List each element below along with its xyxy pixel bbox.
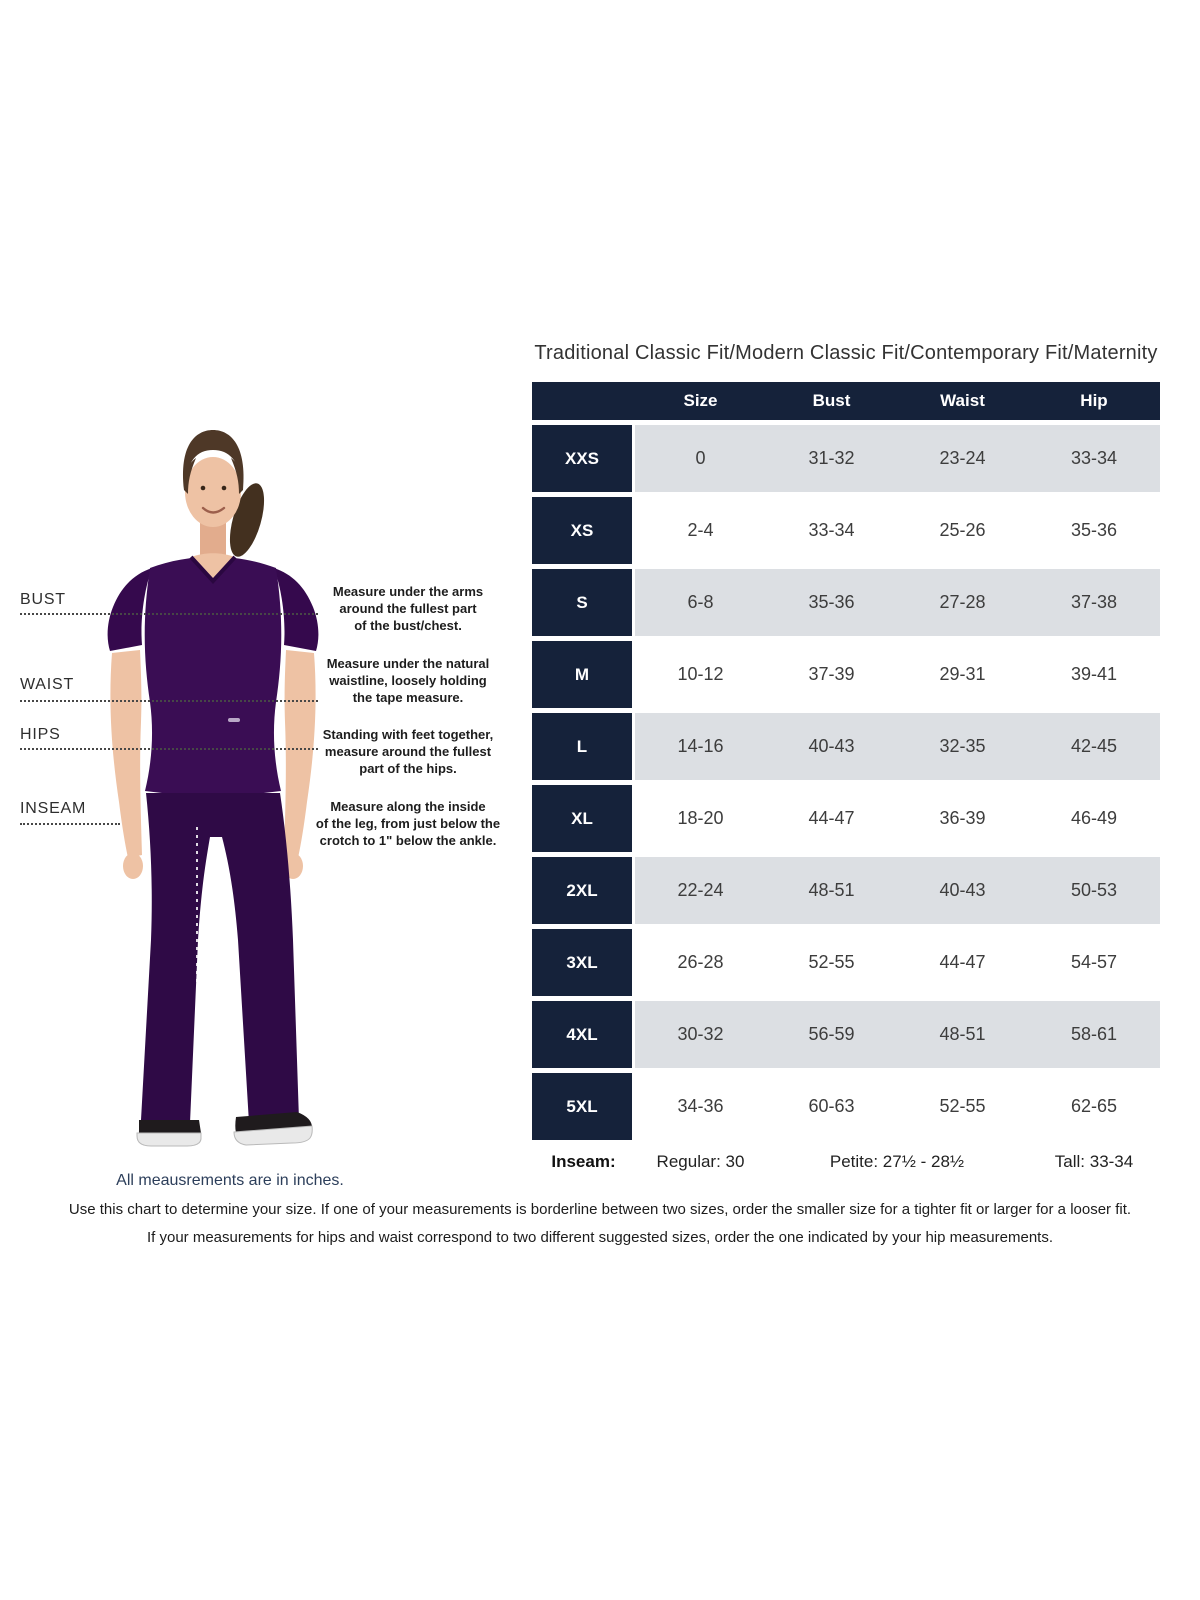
bust-cell: 48-51 (766, 857, 897, 924)
waist-label: WAIST (20, 676, 75, 693)
table-row: 4XL 30-32 56-59 48-51 58-61 (532, 1001, 1160, 1068)
waist-cell: 27-28 (897, 569, 1028, 636)
bust-cell: 52-55 (766, 929, 897, 996)
waist-cell: 29-31 (897, 641, 1028, 708)
model-illustration (107, 430, 319, 1147)
table-row: 2XL 22-24 48-51 40-43 50-53 (532, 857, 1160, 924)
size-label-cell: 2XL (532, 857, 632, 924)
inseam-label: Inseam: (551, 1152, 616, 1171)
figure-caption: All meausrements are in inches. (116, 1172, 344, 1189)
size-range-cell: 18-20 (635, 785, 766, 852)
header-size: Size (683, 391, 718, 410)
footer-note: Use this chart to determine your size. I… (25, 1196, 1175, 1252)
table-row: S 6-8 35-36 27-28 37-38 (532, 569, 1160, 636)
size-label-cell: L (532, 713, 632, 780)
table-row: XXS 0 31-32 23-24 33-34 (532, 425, 1160, 492)
waist-cell: 40-43 (897, 857, 1028, 924)
bust-cell: 33-34 (766, 497, 897, 564)
header-hip: Hip (1080, 391, 1108, 410)
inseam-petite: Petite: 27½ - 28½ (829, 1152, 965, 1171)
inseam-row: Inseam: Regular: 30 Petite: 27½ - 28½ Ta… (532, 1145, 1160, 1179)
bust-cell: 40-43 (766, 713, 897, 780)
size-range-cell: 14-16 (635, 713, 766, 780)
table-row: M 10-12 37-39 29-31 39-41 (532, 641, 1160, 708)
table-row: XS 2-4 33-34 25-26 35-36 (532, 497, 1160, 564)
waist-instruction: Measure under the natural waistline, loo… (326, 656, 490, 705)
hips-label: HIPS (20, 726, 61, 743)
size-label-cell: 5XL (532, 1073, 632, 1140)
bust-cell: 44-47 (766, 785, 897, 852)
table-row: 5XL 34-36 60-63 52-55 62-65 (532, 1073, 1160, 1140)
bust-instruction: Measure under the arms around the fulles… (332, 584, 484, 633)
size-range-cell: 6-8 (635, 569, 766, 636)
waist-cell: 44-47 (897, 929, 1028, 996)
inseam-instruction: Measure along the inside of the leg, fro… (315, 799, 501, 848)
hip-cell: 58-61 (1028, 1001, 1160, 1068)
size-table: Size Bust Waist Hip XXS 0 31-32 23-24 33… (532, 382, 1160, 1179)
size-range-cell: 26-28 (635, 929, 766, 996)
footer-line-1: Use this chart to determine your size. I… (68, 1201, 1132, 1218)
hip-cell: 50-53 (1028, 857, 1160, 924)
table-row: 3XL 26-28 52-55 44-47 54-57 (532, 929, 1160, 996)
bust-cell: 56-59 (766, 1001, 897, 1068)
hips-measure-line (20, 748, 318, 750)
table-header-row: Size Bust Waist Hip (532, 382, 1160, 420)
size-range-cell: 2-4 (635, 497, 766, 564)
inseam-regular: Regular: 30 (656, 1152, 745, 1171)
waist-cell: 25-26 (897, 497, 1028, 564)
bust-cell: 35-36 (766, 569, 897, 636)
inseam-tall: Tall: 33-34 (1054, 1152, 1134, 1171)
hips-instruction: Standing with feet together, measure aro… (322, 727, 494, 776)
waist-cell: 23-24 (897, 425, 1028, 492)
size-label-cell: XL (532, 785, 632, 852)
header-bust: Bust (812, 391, 851, 410)
size-range-cell: 22-24 (635, 857, 766, 924)
inseam-measure-line (20, 823, 120, 825)
hip-cell: 35-36 (1028, 497, 1160, 564)
hip-cell: 46-49 (1028, 785, 1160, 852)
size-label-cell: XS (532, 497, 632, 564)
bust-label: BUST (20, 591, 66, 608)
header-waist: Waist (940, 391, 985, 410)
size-range-cell: 30-32 (635, 1001, 766, 1068)
size-label-cell: 3XL (532, 929, 632, 996)
bust-cell: 31-32 (766, 425, 897, 492)
footer-line-2: If your measurements for hips and waist … (146, 1229, 1054, 1246)
bust-cell: 37-39 (766, 641, 897, 708)
size-label-cell: M (532, 641, 632, 708)
size-label-cell: XXS (532, 425, 632, 492)
size-range-cell: 0 (635, 425, 766, 492)
inseam-label-left: INSEAM (20, 800, 87, 817)
table-row: XL 18-20 44-47 36-39 46-49 (532, 785, 1160, 852)
chart-title: Traditional Classic Fit/Modern Classic F… (534, 342, 1158, 364)
size-range-cell: 34-36 (635, 1073, 766, 1140)
hip-cell: 62-65 (1028, 1073, 1160, 1140)
hip-cell: 54-57 (1028, 929, 1160, 996)
waist-cell: 48-51 (897, 1001, 1028, 1068)
bust-cell: 60-63 (766, 1073, 897, 1140)
waist-cell: 36-39 (897, 785, 1028, 852)
size-range-cell: 10-12 (635, 641, 766, 708)
hip-cell: 42-45 (1028, 713, 1160, 780)
table-row: L 14-16 40-43 32-35 42-45 (532, 713, 1160, 780)
size-label-cell: S (532, 569, 632, 636)
hip-cell: 39-41 (1028, 641, 1160, 708)
size-label-cell: 4XL (532, 1001, 632, 1068)
waist-cell: 52-55 (897, 1073, 1028, 1140)
waist-measure-line (20, 700, 318, 702)
hip-cell: 33-34 (1028, 425, 1160, 492)
bust-measure-line (20, 613, 318, 615)
waist-cell: 32-35 (897, 713, 1028, 780)
hip-cell: 37-38 (1028, 569, 1160, 636)
